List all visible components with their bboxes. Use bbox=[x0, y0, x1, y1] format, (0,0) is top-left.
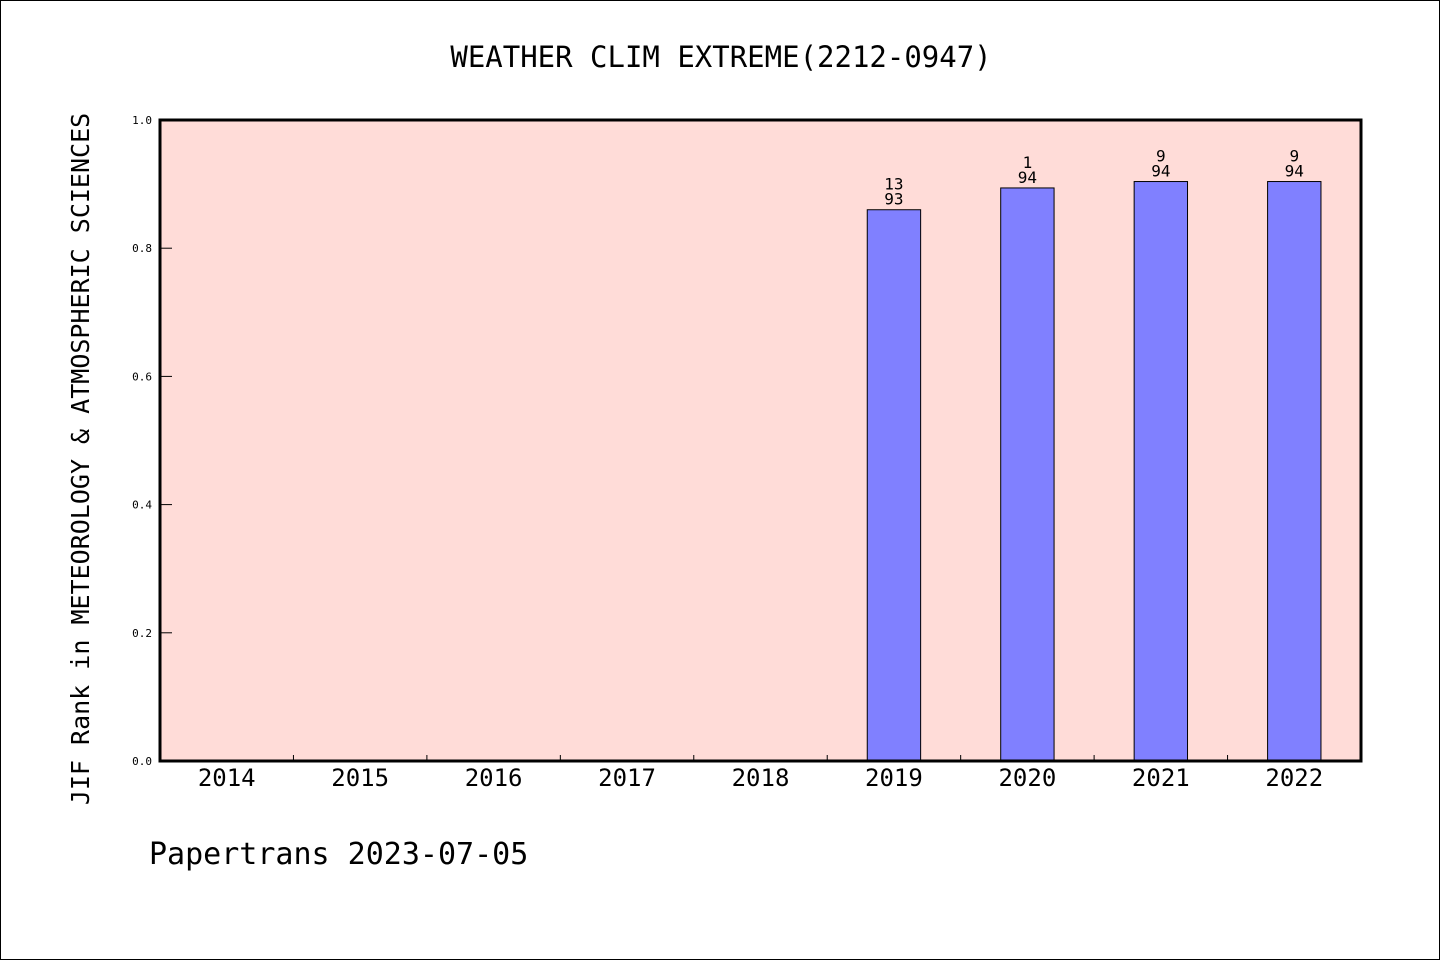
y-tick-label: 0.6 bbox=[132, 370, 152, 383]
bar-total-label: 94 bbox=[1151, 162, 1170, 181]
ticks-layer: 0.0 0.2 0.4 0.6 0.8 1.0 2014 2015 2016 2017 2018 20… bbox=[132, 114, 1323, 792]
x-tick-label: 2016 bbox=[465, 764, 523, 792]
bar-2022 bbox=[1267, 181, 1322, 762]
x-tick-label: 2018 bbox=[732, 764, 790, 792]
y-tick-label: 1.0 bbox=[132, 114, 152, 127]
bar-rank-label: 9 bbox=[1156, 147, 1166, 166]
x-tick-label: 2022 bbox=[1265, 764, 1323, 792]
y-tick-label: 0.0 bbox=[132, 755, 152, 768]
chart-title: WEATHER CLIM EXTREME(2212-0947) bbox=[450, 40, 991, 74]
bar-total-label: 93 bbox=[884, 190, 903, 209]
bar-rank-label: 13 bbox=[884, 175, 903, 194]
bar-2021 bbox=[1133, 181, 1189, 762]
x-tick-label: 2017 bbox=[598, 764, 656, 792]
bar-total-label: 94 bbox=[1018, 168, 1037, 187]
x-tick-label: 2014 bbox=[198, 764, 256, 792]
x-tick-label: 2020 bbox=[998, 764, 1056, 792]
x-tick-label: 2021 bbox=[1132, 764, 1190, 792]
bar-rank-label: 1 bbox=[1023, 153, 1033, 172]
bar-total-label: 94 bbox=[1285, 162, 1304, 181]
bar-2019 bbox=[866, 209, 922, 762]
x-tick-label: 2019 bbox=[865, 764, 923, 792]
plot-border bbox=[158, 118, 1363, 763]
y-axis-label: JIF Rank in METEOROLOGY & ATMOSPHERIC SC… bbox=[66, 113, 95, 805]
bar-rank-label: 9 bbox=[1289, 147, 1299, 166]
y-tick-label: 0.4 bbox=[132, 499, 152, 512]
y-tick-label: 0.8 bbox=[132, 242, 152, 255]
footer-text: Papertrans 2023-07-05 bbox=[149, 837, 528, 872]
y-tick-label: 0.2 bbox=[132, 627, 152, 640]
x-tick-label: 2015 bbox=[331, 764, 389, 792]
bar-2020 bbox=[1000, 187, 1055, 762]
